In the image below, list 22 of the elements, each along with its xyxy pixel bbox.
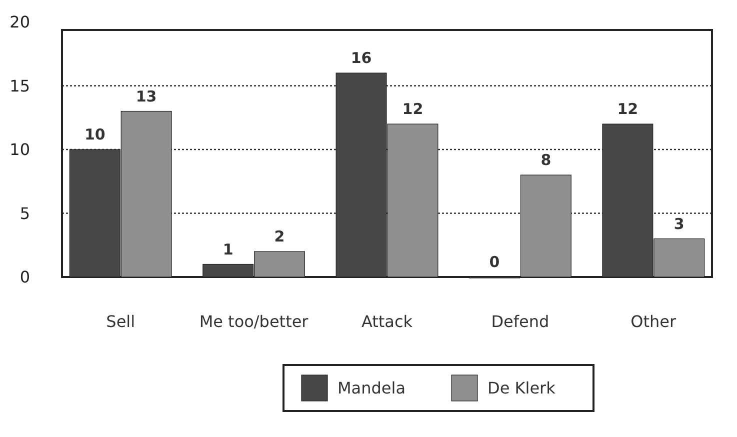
x-tick-label: Attack (361, 312, 414, 331)
data-label: 12 (617, 100, 638, 118)
y-tick-label: 0 (20, 268, 30, 287)
data-label: 12 (402, 100, 424, 118)
x-tick-label: Me too/better (199, 312, 309, 331)
data-label: 13 (136, 87, 157, 106)
data-label: 8 (540, 151, 552, 169)
x-tick-label: Sell (106, 312, 136, 331)
data-label: 16 (350, 49, 372, 67)
y-tick-label: 5 (20, 204, 30, 223)
data-label: 0 (489, 253, 500, 271)
y-tick-label: 20 (10, 12, 30, 32)
data-label: 10 (84, 126, 106, 144)
legend-label: De Klerk (488, 378, 556, 398)
x-tick-label: Other (630, 312, 677, 331)
data-label: 3 (674, 214, 684, 233)
data-label: 2 (274, 228, 285, 246)
legend-label: Mandela (338, 378, 406, 398)
data-label: 1 (222, 240, 234, 258)
y-tick-label: 15 (10, 76, 30, 96)
y-tick-label: 10 (10, 140, 30, 160)
x-tick-label: Defend (491, 312, 550, 331)
